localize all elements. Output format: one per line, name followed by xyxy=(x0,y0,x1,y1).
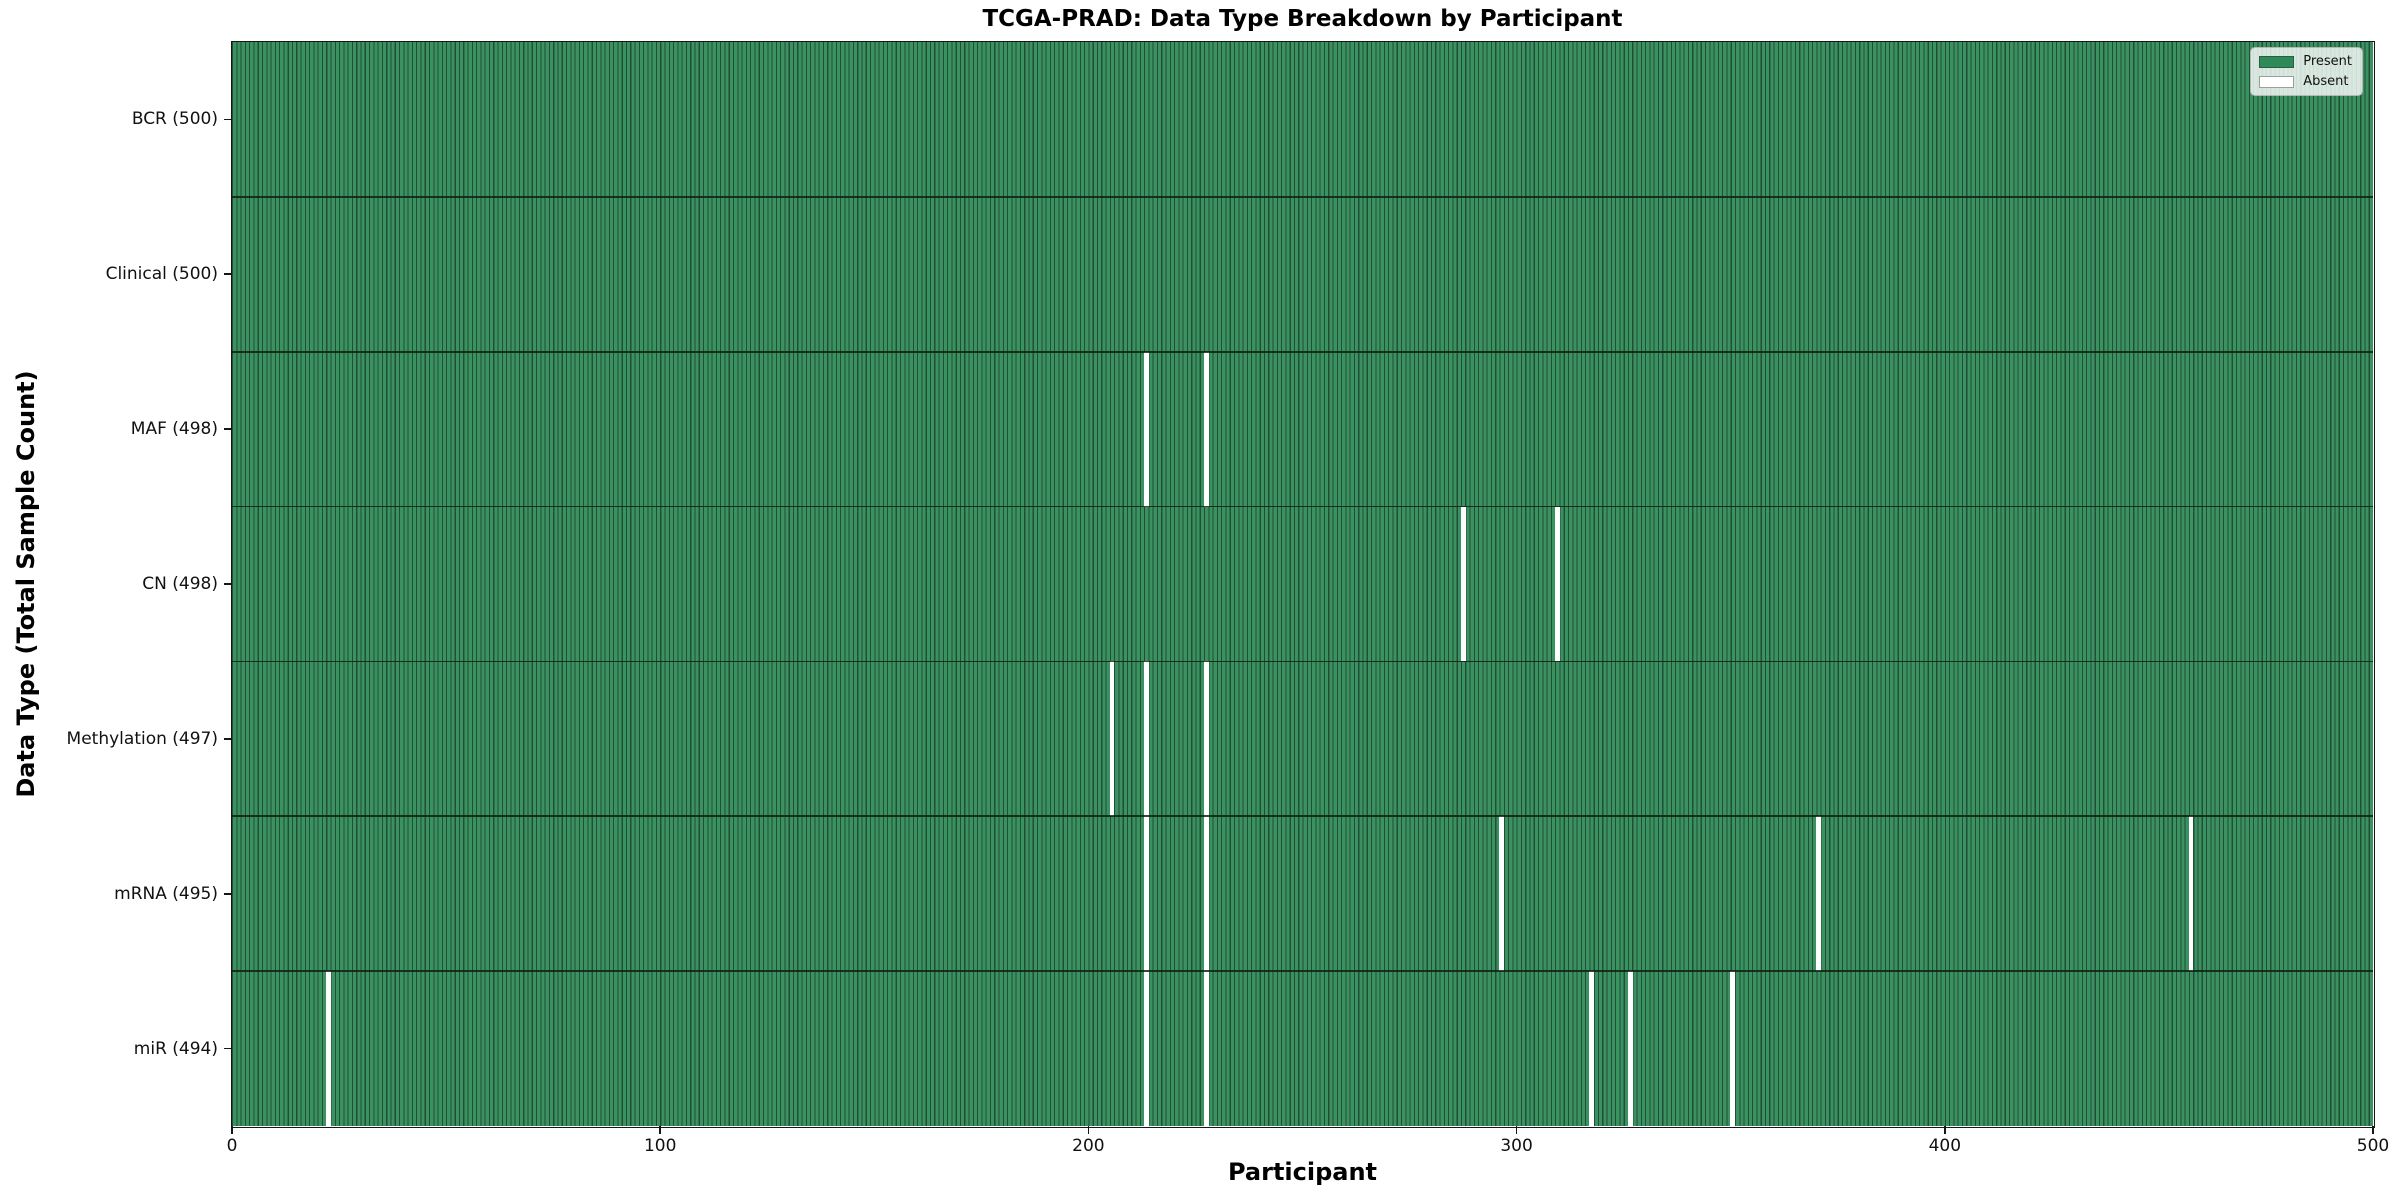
row-separator xyxy=(232,505,2373,508)
absent-bar xyxy=(1109,661,1115,817)
legend-item-present: Present xyxy=(2259,54,2352,69)
row-separator xyxy=(232,350,2373,353)
y-tick-label-cn: CN (498) xyxy=(142,574,218,594)
x-tick-label: 200 xyxy=(1072,1136,1105,1156)
legend: Present Absent xyxy=(2250,47,2363,96)
x-tick-label: 500 xyxy=(2356,1136,2390,1156)
x-tick-label: 100 xyxy=(643,1136,677,1156)
absent-swatch xyxy=(2259,75,2295,88)
absent-bar xyxy=(1816,816,1821,972)
absent-bar xyxy=(1554,506,1560,662)
y-tick-mark xyxy=(224,892,232,895)
x-tick-label: 0 xyxy=(226,1136,238,1156)
absent-bar xyxy=(1589,971,1594,1126)
absent-bar xyxy=(1203,816,1209,972)
x-tick-mark xyxy=(1087,1126,1090,1134)
row-separator xyxy=(232,815,2373,818)
absent-bar xyxy=(1203,661,1209,817)
absent-bar xyxy=(1627,971,1633,1126)
y-tick-label-mrna: mRNA (495) xyxy=(114,883,218,904)
row-separator xyxy=(232,660,2373,663)
y-tick-label-bcr: BCR (500) xyxy=(131,109,218,130)
y-tick-mark xyxy=(224,1047,232,1050)
y-tick-mark xyxy=(224,428,232,430)
absent-bar xyxy=(1203,351,1209,507)
y-tick-label-maf: MAF (498) xyxy=(130,419,218,440)
row-separator xyxy=(232,970,2373,972)
row-cn xyxy=(232,506,2373,662)
absent-bar xyxy=(1730,971,1736,1126)
x-tick-mark xyxy=(659,1126,661,1134)
y-tick-mark xyxy=(224,273,232,276)
absent-bar xyxy=(1143,351,1149,507)
row-separator xyxy=(232,196,2373,198)
y-tick-label-clinical: Clinical (500) xyxy=(105,264,218,285)
absent-bar xyxy=(1499,816,1505,972)
x-tick-mark xyxy=(1515,1126,1518,1134)
absent-bar xyxy=(1460,506,1466,662)
legend-label: Present xyxy=(2303,54,2352,69)
row-bcr xyxy=(232,42,2373,197)
row-maf xyxy=(232,351,2373,507)
present-swatch xyxy=(2259,55,2295,68)
row-methylation xyxy=(232,661,2373,817)
absent-bar xyxy=(1143,971,1149,1126)
x-tick-label: 400 xyxy=(1928,1136,1962,1156)
legend-items: Present Absent xyxy=(2259,54,2352,89)
x-tick-mark xyxy=(2372,1126,2374,1134)
plot-area: Present Absent xyxy=(230,40,2375,1128)
absent-bar xyxy=(1203,971,1209,1126)
y-tick-mark xyxy=(224,583,232,585)
legend-item-absent: Absent xyxy=(2259,74,2352,89)
x-axis-label: Participant xyxy=(1227,1158,1378,1186)
y-tick-label-mir: miR (494) xyxy=(133,1038,218,1059)
row-mrna xyxy=(232,816,2373,972)
absent-bar xyxy=(2188,816,2194,972)
y-tick-mark xyxy=(224,118,232,121)
absent-bar xyxy=(1143,816,1149,972)
chart-title: TCGA-PRAD: Data Type Breakdown by Partic… xyxy=(982,6,1623,32)
row-clinical xyxy=(232,197,2373,352)
legend-label: Absent xyxy=(2303,74,2349,89)
x-tick-mark xyxy=(231,1126,233,1134)
y-tick-label-methylation: Methylation (497) xyxy=(66,728,218,749)
x-tick-mark xyxy=(1944,1126,1946,1134)
absent-bar xyxy=(1143,661,1149,817)
y-tick-mark xyxy=(224,738,232,740)
absent-bar xyxy=(325,971,331,1126)
x-tick-label: 300 xyxy=(1500,1136,1533,1156)
row-mir xyxy=(232,971,2373,1126)
